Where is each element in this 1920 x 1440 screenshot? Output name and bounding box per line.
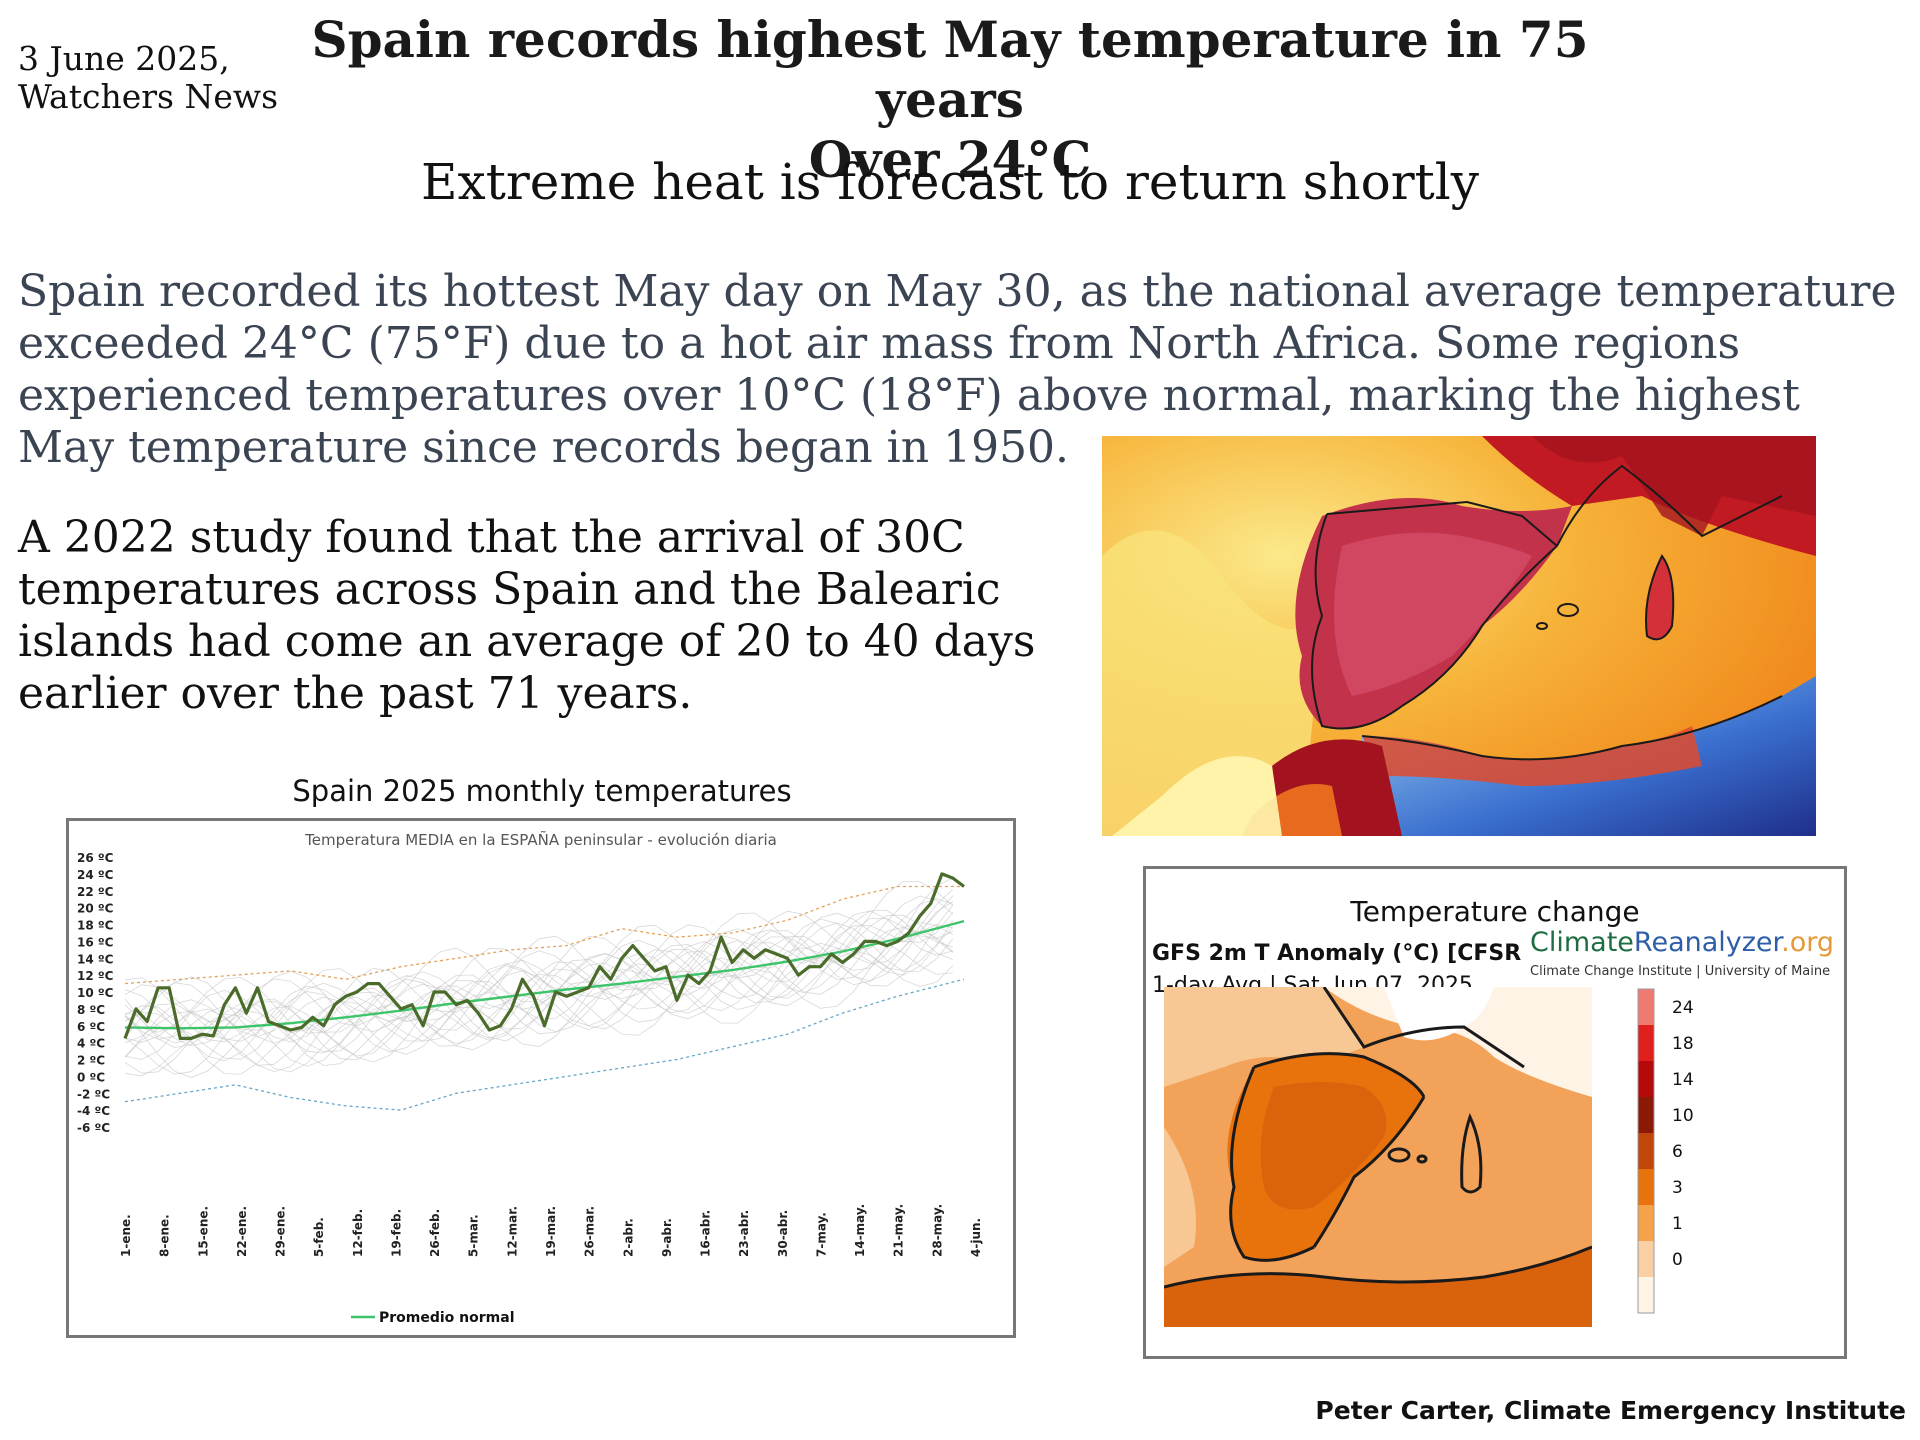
y-tick-label: 4 ºC xyxy=(77,1037,105,1051)
x-tick-label: 16-abr. xyxy=(699,1210,713,1257)
x-axis-ticks: 1-ene. 8-ene. 15-ene. 22-ene. 29-ene. 5-feb. 1… xyxy=(119,1204,983,1257)
legend-value-label: 3 xyxy=(1672,1178,1683,1198)
x-tick-label: 5-mar. xyxy=(467,1214,481,1257)
x-tick-label: 22-ene. xyxy=(235,1206,249,1257)
temperature-chart-svg: Temperatura MEDIA en la ESPAÑA peninsula… xyxy=(77,830,983,1326)
historical-year-line xyxy=(124,898,954,1057)
legend-label: Promedio normal xyxy=(379,1310,515,1326)
legend-value-label: 24 xyxy=(1672,998,1694,1018)
historical-year-line xyxy=(124,920,954,1067)
legend-value-label: 6 xyxy=(1672,1142,1683,1162)
legend-color-step xyxy=(1638,1277,1654,1313)
y-tick-label: 26 ºC xyxy=(77,851,114,865)
historical-years-lines xyxy=(124,877,954,1078)
x-tick-label: 19-mar. xyxy=(544,1206,558,1257)
y-tick-label: 14 ºC xyxy=(77,952,114,966)
historical-year-line xyxy=(124,904,954,1073)
dateline-date: 3 June 2025, xyxy=(18,39,230,78)
legend-color-step xyxy=(1638,1025,1654,1061)
y-tick-label: 24 ºC xyxy=(77,868,114,882)
current-year-line xyxy=(123,872,965,1040)
max-envelope-line xyxy=(124,885,964,985)
y-tick-label: -6 ºC xyxy=(77,1121,110,1135)
climate-reanalyzer-logo: ClimateReanalyzer.org xyxy=(1530,927,1835,958)
y-tick-label: 8 ºC xyxy=(77,1003,105,1017)
legend-value-label: 1 xyxy=(1672,1214,1683,1234)
institute-label: Climate Change Institute | University of… xyxy=(1530,964,1831,979)
temperature-change-panel: Temperature change GFS 2m T Anomaly (°C)… xyxy=(1143,866,1847,1359)
legend-value-label: 10 xyxy=(1672,1106,1694,1126)
legend-color-step xyxy=(1638,1169,1654,1205)
anomaly-map xyxy=(1163,986,1593,1327)
x-tick-label: 14-may. xyxy=(853,1204,867,1257)
x-tick-label: 12-mar. xyxy=(505,1206,519,1257)
x-tick-label: 28-may. xyxy=(930,1204,944,1257)
legend-color-step xyxy=(1638,1061,1654,1097)
y-tick-label: -2 ºC xyxy=(77,1087,110,1101)
temperature-chart: Temperatura MEDIA en la ESPAÑA peninsula… xyxy=(66,818,1016,1338)
headline-line2: Over 24°C xyxy=(808,130,1092,189)
historical-year-line xyxy=(124,922,954,1045)
historical-year-line xyxy=(124,912,954,1054)
y-tick-label: 22 ºC xyxy=(77,885,114,899)
legend-color-step xyxy=(1638,1241,1654,1277)
x-tick-label: 2-abr. xyxy=(621,1218,635,1257)
headline: Spain records highest May temperature in… xyxy=(260,10,1640,190)
temperature-change-title: Temperature change xyxy=(1350,895,1640,928)
legend-color-step xyxy=(1638,989,1654,1025)
y-tick-label: -4 ºC xyxy=(77,1104,110,1118)
heat-anomaly-map xyxy=(1102,436,1816,836)
legend-border xyxy=(1637,988,1655,1314)
x-tick-label: 15-ene. xyxy=(196,1206,210,1257)
y-tick-label: 2 ºC xyxy=(77,1054,105,1068)
y-tick-label: 16 ºC xyxy=(77,935,114,949)
min-envelope-line xyxy=(124,978,965,1111)
x-tick-label: 9-abr. xyxy=(660,1218,674,1257)
x-tick-label: 1-ene. xyxy=(119,1214,133,1257)
y-tick-label: 12 ºC xyxy=(77,969,114,983)
chart-heading: Spain 2025 monthly temperatures xyxy=(292,774,792,808)
dateline: 3 June 2025, Watchers News xyxy=(18,40,278,116)
x-tick-label: 30-abr. xyxy=(776,1210,790,1257)
historical-year-line xyxy=(124,895,954,1060)
legend-value-label: 14 xyxy=(1672,1070,1694,1090)
historical-year-line xyxy=(124,926,954,1057)
x-tick-label: 4-jun. xyxy=(969,1218,983,1257)
legend-value-label: 0 xyxy=(1672,1250,1683,1270)
x-tick-label: 23-abr. xyxy=(737,1210,751,1257)
x-tick-label: 21-may. xyxy=(892,1204,906,1257)
x-tick-label: 26-feb. xyxy=(428,1209,442,1257)
gfs-anomaly-label: GFS 2m T Anomaly (°C) [CFSR xyxy=(1152,941,1522,966)
y-tick-label: 0 ºC xyxy=(77,1070,105,1084)
anomaly-legend: 24 18 14 10 6 3 1 0 xyxy=(1636,987,1726,1332)
x-tick-label: 26-mar. xyxy=(583,1206,597,1257)
x-tick-label: 5-feb. xyxy=(312,1217,326,1257)
x-tick-label: 19-feb. xyxy=(389,1209,403,1257)
x-tick-label: 7-may. xyxy=(814,1212,828,1257)
intro-paragraph: Spain recorded its hottest May day on Ma… xyxy=(18,266,1897,473)
dateline-source: Watchers News xyxy=(18,77,279,116)
historical-year-line xyxy=(124,889,954,1077)
y-tick-label: 6 ºC xyxy=(77,1020,105,1034)
legend-color-step xyxy=(1638,1133,1654,1169)
x-tick-label: 29-ene. xyxy=(274,1206,288,1257)
y-tick-label: 18 ºC xyxy=(77,919,114,933)
series-lines xyxy=(123,872,965,1111)
y-axis-ticks: 26 ºC 24 ºC 22 ºC 20 ºC 18 ºC 16 ºC 14 ºC 12 ºC… xyxy=(77,851,114,1135)
headline-line1: Spain records highest May temperature in… xyxy=(311,10,1589,129)
legend-color-step xyxy=(1638,1097,1654,1133)
historical-year-line xyxy=(124,921,954,1075)
study-paragraph: A 2022 study found that the arrival of 3… xyxy=(18,512,1036,719)
chart-title: Temperatura MEDIA en la ESPAÑA peninsula… xyxy=(304,830,777,849)
normal-average-line xyxy=(124,919,965,1030)
chart-legend: Promedio normal xyxy=(351,1310,515,1326)
subheadline: Extreme heat is forecast to return short… xyxy=(421,153,1479,211)
x-tick-label: 12-feb. xyxy=(351,1209,365,1257)
x-tick-label: 8-ene. xyxy=(158,1214,172,1257)
y-tick-label: 10 ºC xyxy=(77,986,114,1000)
legend-color-step xyxy=(1638,1205,1654,1241)
y-tick-label: 20 ºC xyxy=(77,902,114,916)
credit-line: Peter Carter, Climate Emergency Institut… xyxy=(1315,1396,1906,1425)
legend-value-label: 18 xyxy=(1672,1034,1694,1054)
